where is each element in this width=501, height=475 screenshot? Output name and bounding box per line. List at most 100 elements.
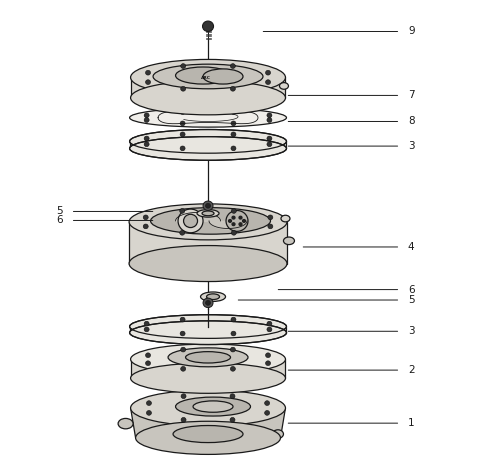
Text: 5: 5 [57,207,63,217]
Circle shape [266,70,271,75]
Ellipse shape [280,83,289,89]
Text: 9: 9 [408,27,414,37]
Text: 7: 7 [408,90,414,100]
Ellipse shape [281,215,290,222]
Circle shape [230,347,235,352]
Circle shape [265,410,270,415]
Circle shape [144,113,149,118]
Circle shape [231,132,236,137]
Ellipse shape [203,69,243,84]
Circle shape [267,136,272,141]
Ellipse shape [206,294,219,300]
Circle shape [239,223,242,226]
Circle shape [266,353,271,358]
Circle shape [231,331,236,336]
Circle shape [180,110,185,114]
Ellipse shape [129,204,287,240]
Circle shape [203,298,213,308]
Ellipse shape [284,237,295,245]
Text: 8: 8 [408,116,414,126]
Circle shape [205,203,210,208]
Ellipse shape [131,81,286,115]
Polygon shape [130,142,287,149]
Circle shape [203,201,213,210]
Circle shape [180,146,185,151]
Circle shape [265,401,270,406]
Ellipse shape [273,430,284,438]
Text: 1: 1 [408,418,414,428]
Circle shape [181,394,186,399]
Ellipse shape [175,67,230,84]
Ellipse shape [131,344,286,374]
Circle shape [230,367,235,371]
Text: 3: 3 [408,326,414,336]
Circle shape [230,86,235,91]
Ellipse shape [129,246,287,282]
Circle shape [143,215,148,220]
Circle shape [266,80,271,85]
Circle shape [145,361,150,366]
Ellipse shape [130,315,287,338]
Circle shape [205,301,210,305]
Circle shape [145,353,150,358]
Circle shape [181,367,186,371]
Ellipse shape [130,321,287,344]
Ellipse shape [168,348,248,367]
Circle shape [267,118,272,123]
Circle shape [202,21,213,31]
Polygon shape [129,222,287,264]
Circle shape [242,219,245,222]
Circle shape [183,214,197,228]
Ellipse shape [131,59,286,95]
Circle shape [230,394,235,399]
Ellipse shape [130,137,287,160]
Circle shape [231,121,236,126]
Circle shape [144,327,149,332]
Text: ARC: ARC [200,76,210,80]
Circle shape [231,317,236,322]
Polygon shape [131,359,286,378]
Circle shape [144,321,149,326]
Text: 2: 2 [408,365,414,375]
Polygon shape [131,408,286,438]
Circle shape [144,118,149,123]
Circle shape [143,224,148,229]
Ellipse shape [131,390,286,426]
Circle shape [267,142,272,147]
Ellipse shape [131,363,286,393]
Text: 6: 6 [57,216,63,226]
Circle shape [144,136,149,141]
Circle shape [181,418,186,422]
Circle shape [231,230,236,235]
Ellipse shape [130,130,287,153]
Text: 5: 5 [408,295,414,305]
Circle shape [180,331,185,336]
Circle shape [231,209,236,213]
Ellipse shape [197,209,219,217]
Circle shape [267,327,272,332]
Ellipse shape [136,421,281,455]
Ellipse shape [173,426,243,443]
Ellipse shape [200,292,225,302]
Ellipse shape [193,401,233,412]
Circle shape [180,317,185,322]
Circle shape [267,113,272,118]
Circle shape [181,86,186,91]
Circle shape [145,80,150,85]
Text: 6: 6 [408,285,414,294]
Circle shape [180,209,185,213]
Circle shape [144,142,149,147]
Circle shape [145,70,150,75]
Circle shape [226,210,248,231]
Ellipse shape [153,64,263,89]
Circle shape [181,347,186,352]
Ellipse shape [118,418,133,429]
Circle shape [231,146,236,151]
Circle shape [266,361,271,366]
Ellipse shape [175,397,250,416]
Circle shape [268,215,273,220]
Circle shape [239,216,242,219]
Circle shape [232,223,235,226]
Polygon shape [131,77,286,98]
Circle shape [267,321,272,326]
